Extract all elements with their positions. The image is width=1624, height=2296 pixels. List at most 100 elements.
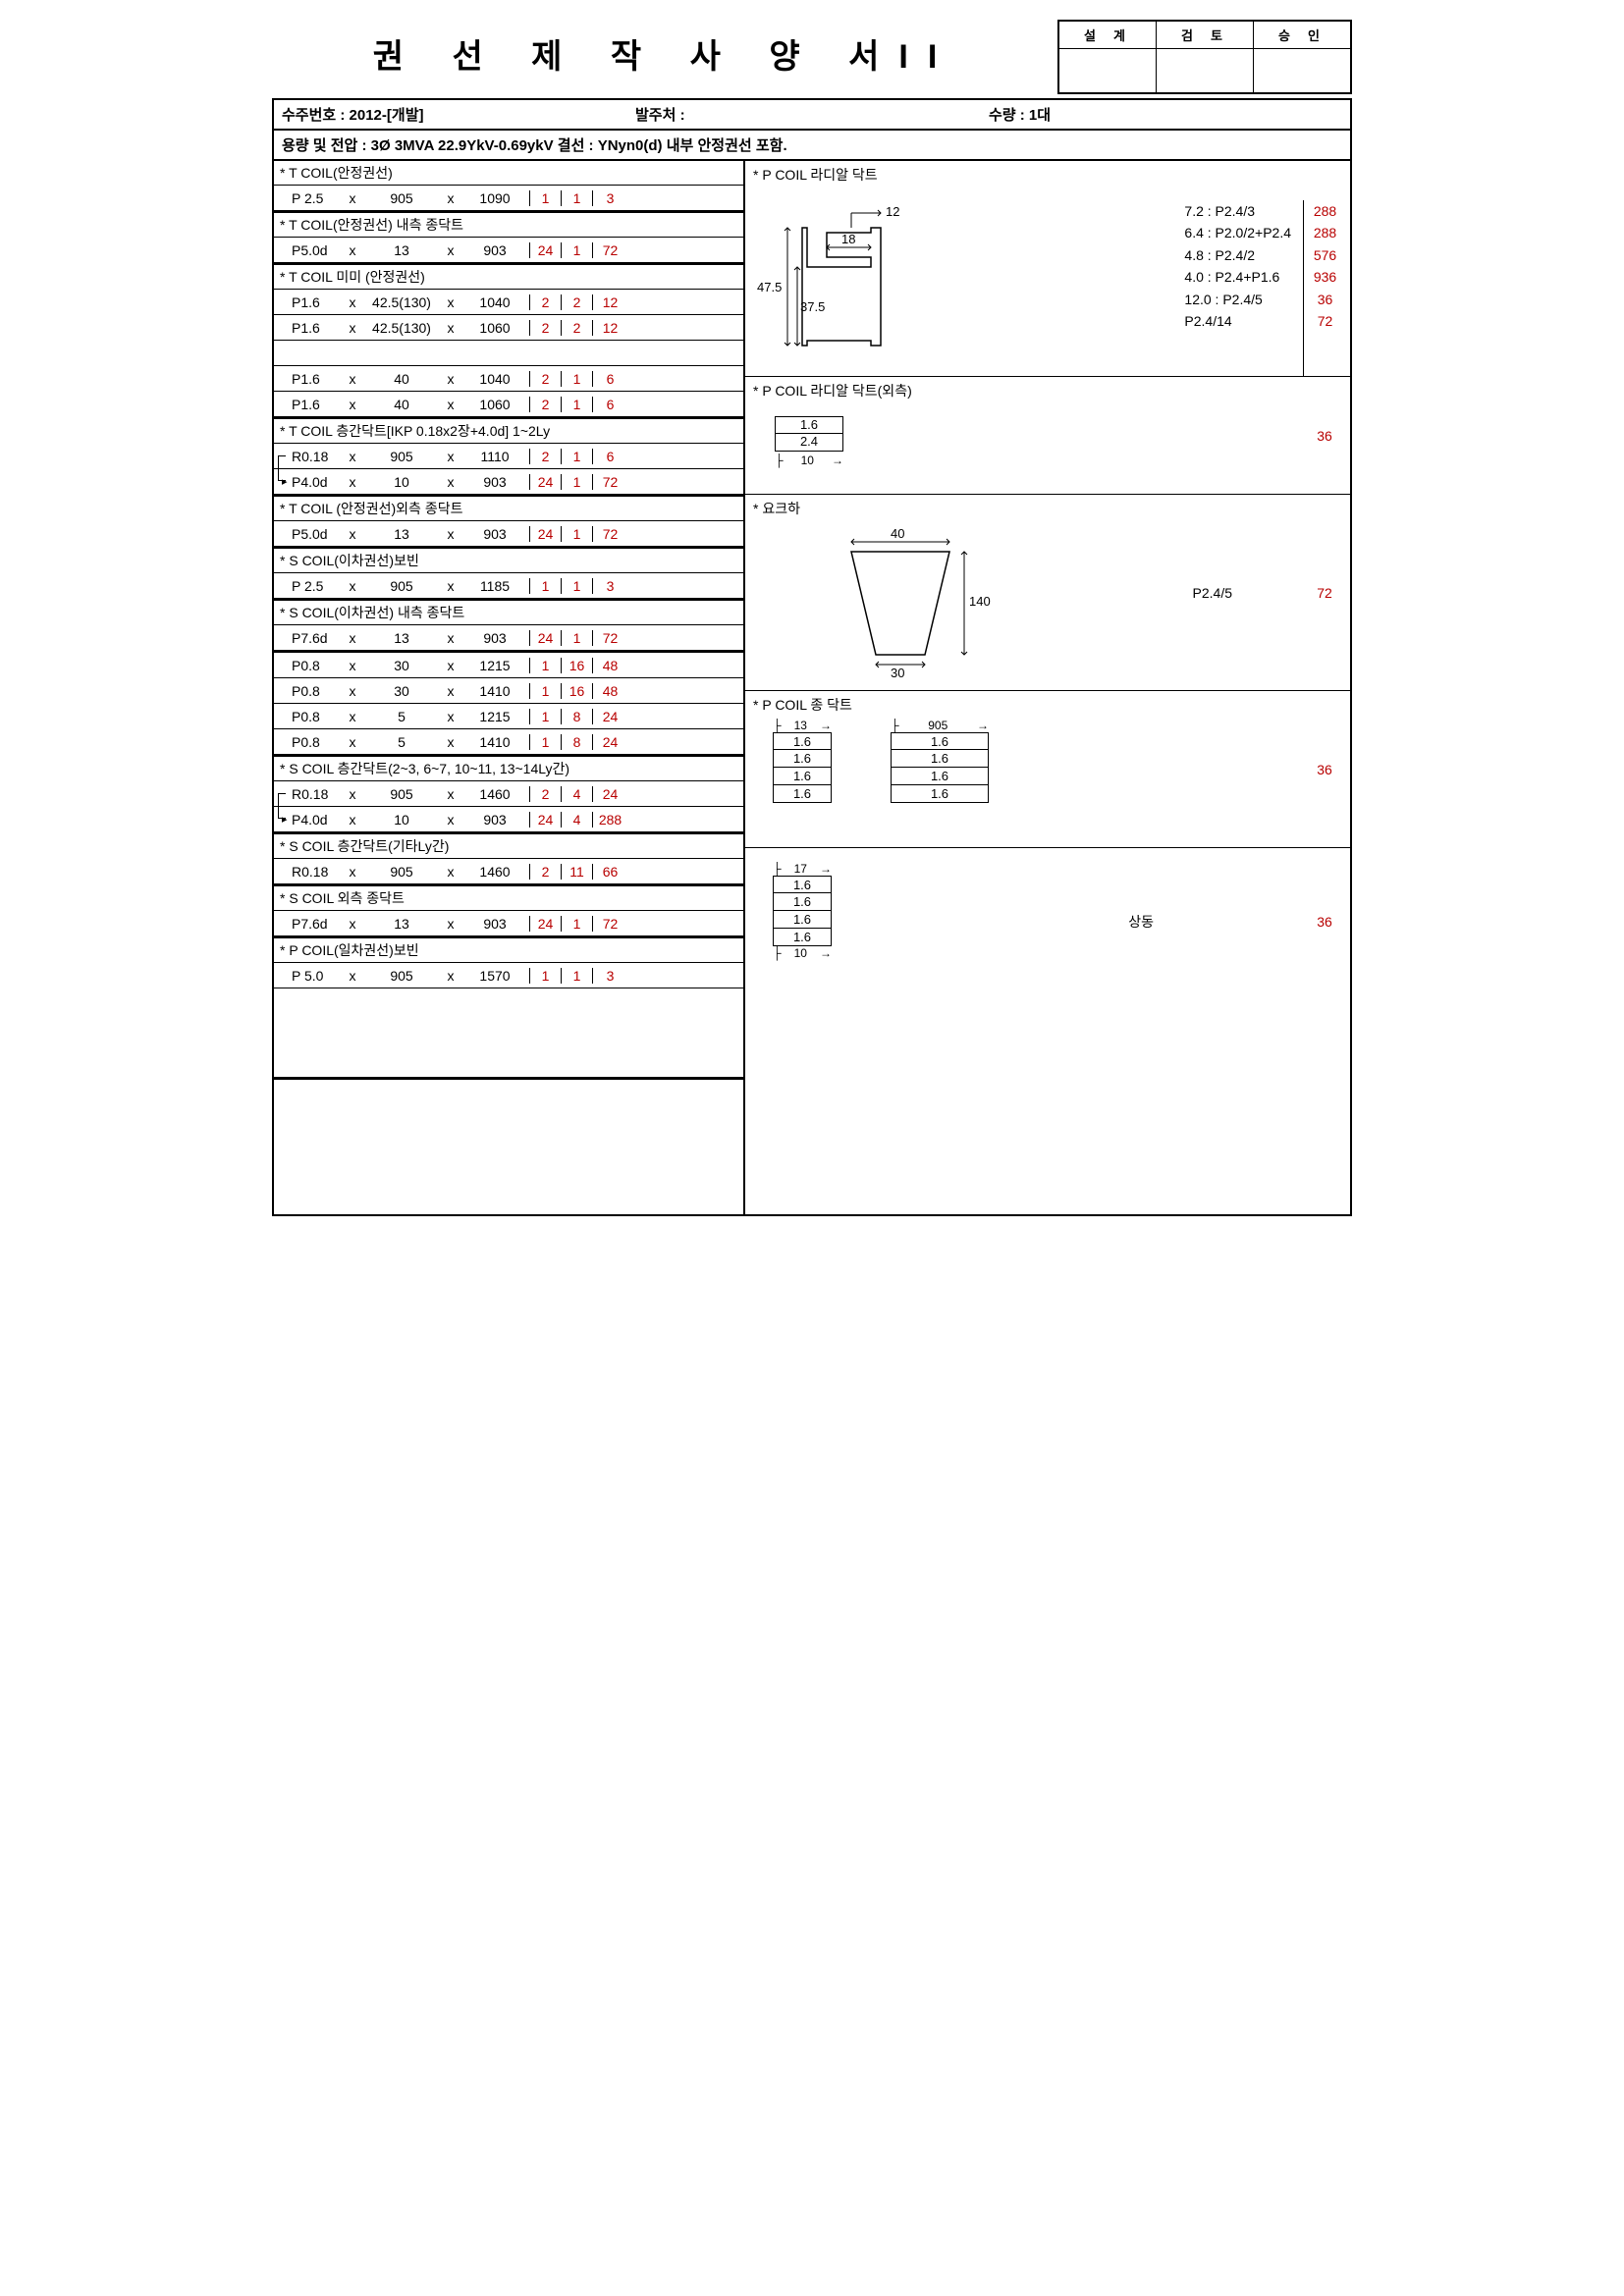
radial-note-line: 7.2 : P2.4/3 xyxy=(1184,200,1291,222)
spec-q1: 1 xyxy=(529,190,561,206)
info-order: 수주번호 : 2012-[개발] xyxy=(282,104,635,125)
page: 권 선 제 작 사 양 서II 설계 검토 승인 수주번호 : 2012-[개발… xyxy=(272,20,1352,1216)
section-head: * T COIL (안정권선)외측 종닥트 xyxy=(274,495,743,521)
spec-dim2: 1215 xyxy=(460,709,529,724)
spec-q3: 12 xyxy=(592,294,627,310)
spec-row: P0.8 x 5 x 1410 1 8 24 xyxy=(274,729,743,755)
jong-right-stack: ├905→ 1.61.61.61.6 xyxy=(891,719,989,803)
spec-q1: 1 xyxy=(529,683,561,699)
spec-q1: 24 xyxy=(529,812,561,828)
radial-note-qty: 288 xyxy=(1304,222,1346,243)
spec-q3: 12 xyxy=(592,320,627,336)
info-spec: 용량 및 전압 : 3Ø 3MVA 22.9YkV-0.69ykV 결선 : Y… xyxy=(282,134,1342,155)
jong-head: * P COIL 종 닥트 xyxy=(753,695,1342,715)
spec-q2: 4 xyxy=(561,786,592,802)
stack-cell: 1.6 xyxy=(773,750,832,768)
radial-note-qty: 72 xyxy=(1304,310,1346,332)
spec-dim2: 1040 xyxy=(460,294,529,310)
spec-label: P5.0d xyxy=(274,242,343,258)
info-qty: 수량 : 1대 xyxy=(989,104,1342,125)
spec-q2: 1 xyxy=(561,397,592,412)
spec-q2: 2 xyxy=(561,320,592,336)
right-column: * P COIL 라디알 닥트 12 18 47.5 37 xyxy=(745,161,1350,1214)
spec-row: P0.8 x 30 x 1215 1 16 48 xyxy=(274,653,743,678)
yoke-qty: 72 xyxy=(1303,585,1346,601)
spec-label: P7.6d xyxy=(274,630,343,646)
spec-dim1: 905 xyxy=(362,578,441,594)
spec-dim1: 905 xyxy=(362,449,441,464)
spec-q1: 2 xyxy=(529,449,561,464)
spec-q3: 48 xyxy=(592,658,627,673)
svg-text:47.5: 47.5 xyxy=(757,280,782,294)
spec-label: P0.8 xyxy=(274,709,343,724)
jong-duct: * P COIL 종 닥트 ├13→ 1.61.61.61.6 ├905→ 1.… xyxy=(745,691,1350,848)
spec-q1: 2 xyxy=(529,864,561,880)
spec-dim2: 1460 xyxy=(460,864,529,880)
spec-label: P0.8 xyxy=(274,683,343,699)
spec-row: P5.0d x 13 x 903 24 1 72 xyxy=(274,521,743,547)
section-head: * S COIL(이차권선) 내측 종닥트 xyxy=(274,599,743,625)
section-head: * S COIL(이차권선)보빈 xyxy=(274,547,743,573)
spec-q3: 66 xyxy=(592,864,627,880)
spec-q3: 6 xyxy=(592,371,627,387)
spec-q2: 1 xyxy=(561,578,592,594)
spec-q2: 8 xyxy=(561,709,592,724)
jong2-left-stack: ├17→ 1.61.61.61.6 ├10→ xyxy=(773,862,832,960)
svg-text:18: 18 xyxy=(841,232,855,246)
spec-row: P4.0d x 10 x 903 24 1 72▸ xyxy=(274,469,743,495)
spec-q2: 1 xyxy=(561,190,592,206)
spec-q2: 16 xyxy=(561,658,592,673)
spec-label: P0.8 xyxy=(274,734,343,750)
svg-text:12: 12 xyxy=(886,204,899,219)
spec-q3: 24 xyxy=(592,734,627,750)
spec-dim2: 903 xyxy=(460,812,529,828)
spec-q3: 3 xyxy=(592,968,627,984)
spec-q3: 3 xyxy=(592,578,627,594)
stack-cell: 1.6 xyxy=(773,929,832,946)
radial-qtys: 2882885769363672 xyxy=(1303,200,1346,376)
spec-q1: 24 xyxy=(529,242,561,258)
radial-diagram: 12 18 47.5 37.5 xyxy=(753,188,969,365)
spec-q1: 24 xyxy=(529,916,561,932)
stack-cell: 1.6 xyxy=(891,732,989,750)
spec-dim2: 1460 xyxy=(460,786,529,802)
spec-dim2: 903 xyxy=(460,916,529,932)
radial-note-line: P2.4/14 xyxy=(1184,310,1291,332)
section-head: * T COIL 층간닥트[IKP 0.18x2장+4.0d] 1~2Ly xyxy=(274,417,743,444)
radial-note-line: 6.4 : P2.0/2+P2.4 xyxy=(1184,222,1291,243)
spec-q1: 1 xyxy=(529,658,561,673)
radial-note-qty: 36 xyxy=(1304,289,1346,310)
spec-q1: 1 xyxy=(529,709,561,724)
spec-dim2: 1060 xyxy=(460,397,529,412)
spec-row xyxy=(274,341,743,366)
spec-dim2: 903 xyxy=(460,630,529,646)
spec-q1: 2 xyxy=(529,397,561,412)
jong-left-stack: ├13→ 1.61.61.61.6 xyxy=(773,719,832,803)
spec-q3: 48 xyxy=(592,683,627,699)
radial-note-qty: 288 xyxy=(1304,200,1346,222)
radial-note-qty: 576 xyxy=(1304,244,1346,266)
spec-q3: 6 xyxy=(592,449,627,464)
spec-row: R0.18 x 905 x 1110 2 1 6 xyxy=(274,444,743,469)
spec-q2: 1 xyxy=(561,968,592,984)
radial-duct: * P COIL 라디알 닥트 12 18 47.5 37 xyxy=(745,161,1350,377)
spec-q2: 2 xyxy=(561,294,592,310)
spec-dim2: 903 xyxy=(460,474,529,490)
approval-col-approve: 승인 xyxy=(1254,22,1350,92)
main: * T COIL(안정권선) P 2.5 x 905 x 1090 1 1 3*… xyxy=(272,161,1352,1216)
spec-dim2: 1410 xyxy=(460,683,529,699)
spec-row: P1.6 x 42.5(130) x 1060 2 2 12 xyxy=(274,315,743,341)
spec-dim1: 42.5(130) xyxy=(362,294,441,310)
spec-q3: 24 xyxy=(592,709,627,724)
section-head: * S COIL 외측 종닥트 xyxy=(274,884,743,911)
spec-q2: 1 xyxy=(561,449,592,464)
spec-row: P0.8 x 5 x 1215 1 8 24 xyxy=(274,704,743,729)
spec-q1: 1 xyxy=(529,734,561,750)
info-box: 수주번호 : 2012-[개발] 발주처 : 수량 : 1대 용량 및 전압 :… xyxy=(272,98,1352,161)
spec-q2: 1 xyxy=(561,371,592,387)
stack-cell: 1.6 xyxy=(891,785,989,803)
spec-dim1: 13 xyxy=(362,630,441,646)
spec-dim1: 10 xyxy=(362,474,441,490)
header: 권 선 제 작 사 양 서II 설계 검토 승인 xyxy=(272,20,1352,94)
stack-cell: 1.6 xyxy=(773,893,832,911)
